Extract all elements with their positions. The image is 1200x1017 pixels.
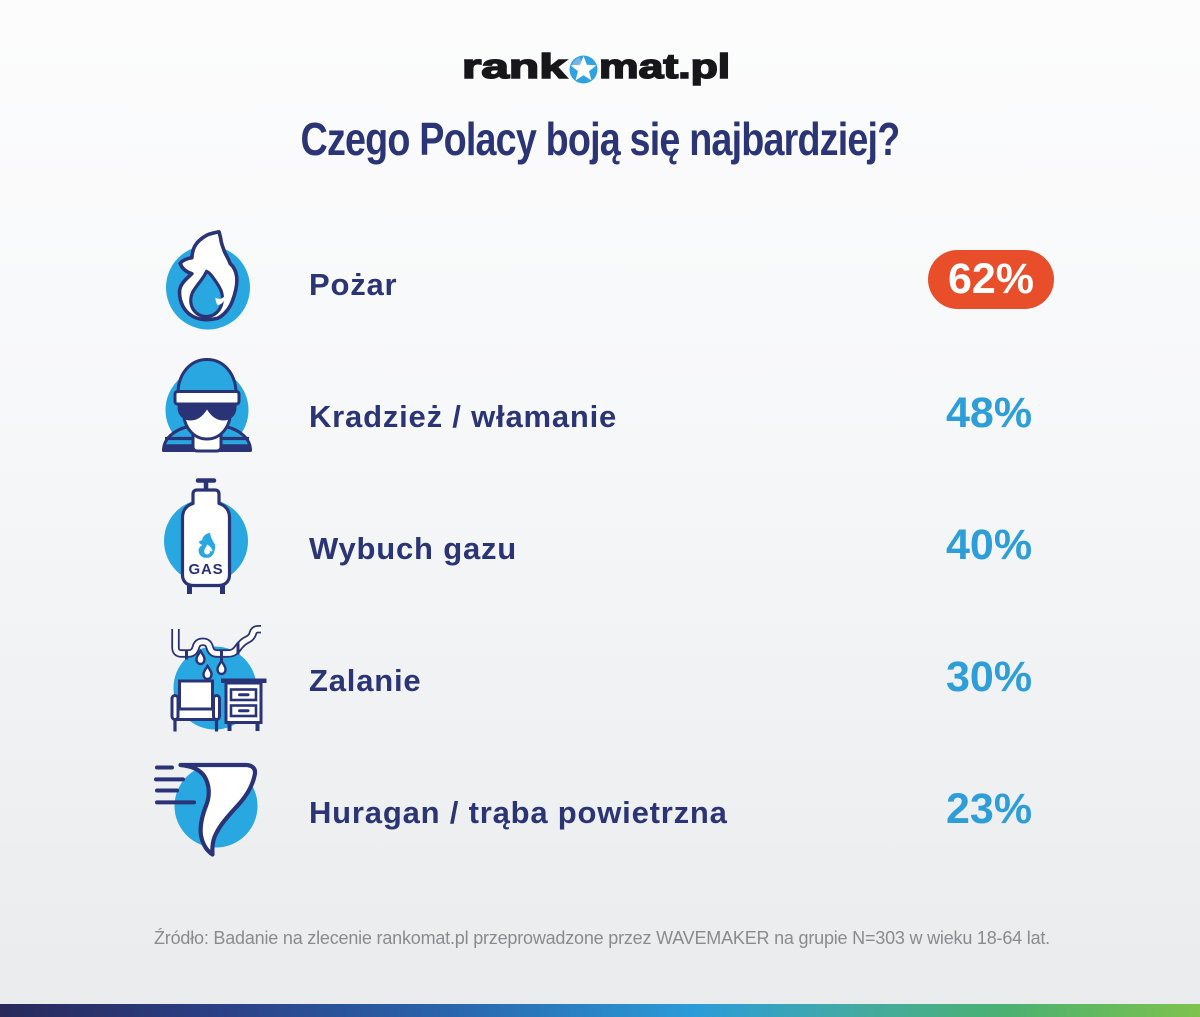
- svg-text:GAS: GAS: [189, 561, 224, 578]
